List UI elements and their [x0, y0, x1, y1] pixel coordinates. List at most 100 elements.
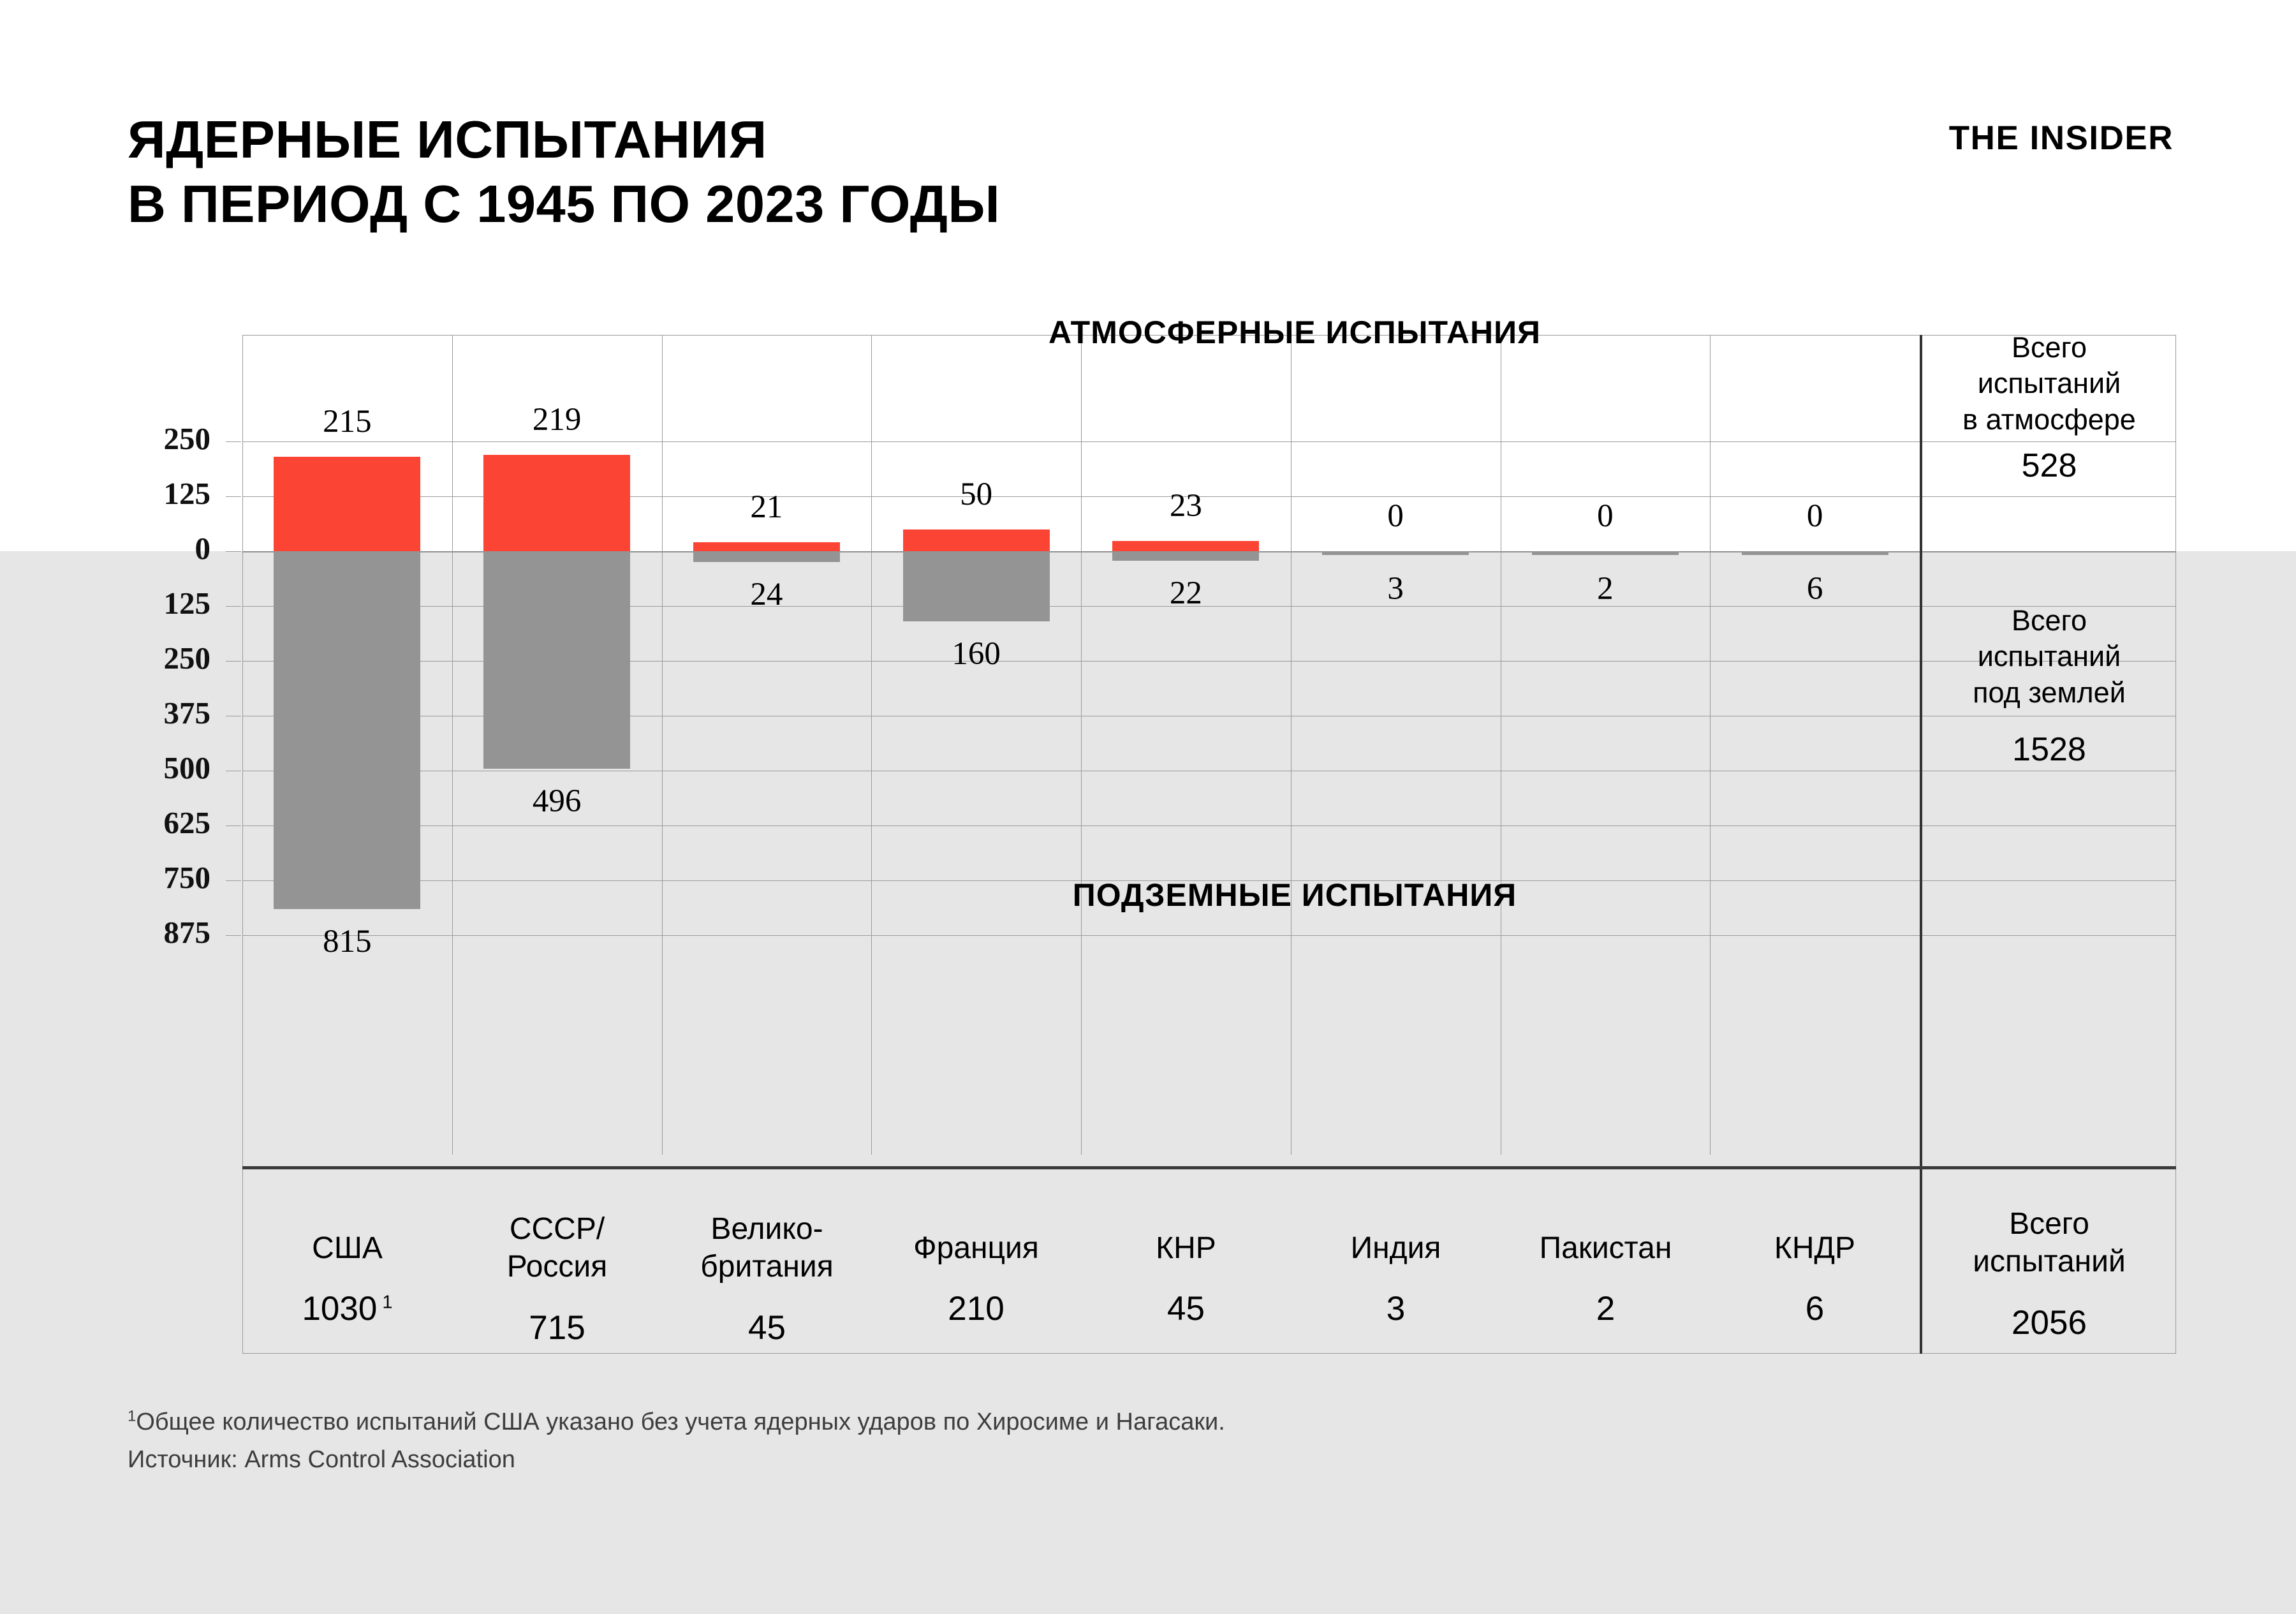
y-axis-tick-500-down: 500	[163, 750, 211, 785]
category-name-2: Велико- британия	[700, 1212, 834, 1284]
category-cell-5: Индия 3	[1291, 1211, 1501, 1328]
category-total-4: 45	[1167, 1289, 1205, 1328]
category-name-1: СССР/ Россия	[506, 1212, 608, 1284]
column-divider-5	[1291, 335, 1292, 1155]
value-label-atmospheric-3: 50	[960, 476, 993, 512]
y-axis-tick-125-up: 125	[163, 476, 211, 511]
gridline-125	[242, 496, 2176, 497]
bar-atmospheric-4	[1112, 541, 1259, 551]
y-axis-tick-0: 0	[195, 531, 211, 566]
value-label-atmospheric-1: 219	[532, 402, 582, 438]
gridline-875	[242, 935, 2176, 936]
column-divider-4	[1081, 335, 1082, 1155]
category-cell-4: КНР 45	[1081, 1211, 1291, 1328]
chart-frame-top	[242, 335, 2176, 336]
section-label-underground: ПОДЗЕМНЫЕ ИСПЫТАНИЯ	[1072, 877, 1517, 913]
bar-underground-6	[1532, 551, 1679, 555]
footnote-1: 1Общее количество испытаний США указано …	[128, 1403, 1913, 1441]
bar-atmospheric-3	[903, 529, 1050, 551]
value-label-underground-5: 3	[1387, 571, 1404, 607]
value-label-atmospheric-4: 23	[1169, 488, 1202, 524]
value-label-underground-1: 496	[532, 783, 582, 820]
bar-underground-1	[483, 551, 630, 769]
page-title: ЯДЕРНЫЕ ИСПЫТАНИЯ В ПЕРИОД С 1945 ПО 202…	[128, 110, 1001, 234]
y-axis-tickmark	[226, 935, 241, 936]
category-cell-7: КНДР 6	[1710, 1211, 1920, 1328]
category-name-0: США	[312, 1231, 383, 1265]
y-axis-tick-250-up: 250	[163, 421, 211, 456]
section-label-atmospheric: АТМОСФЕРНЫЕ ИСПЫТАНИЯ	[1049, 315, 1541, 350]
y-axis-tickmark	[226, 441, 241, 442]
bar-atmospheric-1	[483, 455, 630, 551]
grand-total-cell: Всего испытаний 2056	[1922, 1206, 2176, 1342]
value-label-underground-4: 22	[1169, 575, 1202, 612]
category-name-6: Пакистан	[1539, 1231, 1672, 1265]
brand-logo: THE INSIDER	[1948, 119, 2174, 157]
y-axis-tickmark	[226, 496, 241, 497]
gridline-250	[242, 661, 2176, 662]
total-underground-value: 1528	[2012, 731, 2086, 768]
category-total-6: 2	[1596, 1289, 1615, 1328]
y-axis-tick-750-down: 750	[163, 860, 211, 895]
category-total-1: 715	[529, 1309, 585, 1347]
y-axis-tickmark	[226, 880, 241, 881]
y-axis-tickmark	[226, 551, 241, 552]
value-label-atmospheric-7: 0	[1806, 498, 1823, 534]
category-cell-0: США 1030 1	[242, 1211, 452, 1328]
grand-total-value: 2056	[2012, 1304, 2087, 1342]
total-atmospheric-value: 528	[2021, 447, 2077, 484]
bar-atmospheric-2	[693, 542, 840, 551]
y-axis-tickmark	[226, 661, 241, 662]
y-axis-tickmark	[226, 606, 241, 607]
total-underground-label: Всего испытаний под землей	[1973, 604, 2126, 709]
footnote-ref-marker: 1	[377, 1291, 393, 1312]
chart-area: 215 815 219 496 21 24 50 160 23 22 0 3 0 2 0 6 АТМОСФЕР…	[164, 315, 2176, 1354]
bar-underground-4	[1112, 551, 1259, 561]
value-label-underground-2: 24	[750, 576, 783, 612]
value-label-atmospheric-5: 0	[1387, 498, 1404, 534]
footnote-source: Источник: Arms Control Association	[128, 1446, 515, 1473]
y-axis-tick-875-down: 875	[163, 915, 211, 950]
category-cell-3: Франция 210	[871, 1211, 1081, 1328]
bar-underground-0	[274, 551, 420, 909]
gridline-125	[242, 606, 2176, 607]
category-name-4: КНР	[1156, 1231, 1216, 1265]
footnotes: 1Общее количество испытаний США указано …	[128, 1403, 1913, 1479]
header: ЯДЕРНЫЕ ИСПЫТАНИЯ В ПЕРИОД С 1945 ПО 202…	[0, 0, 2296, 319]
category-cell-6: Пакистан 2	[1501, 1211, 1711, 1328]
category-total-5: 3	[1386, 1289, 1406, 1328]
total-atmospheric-label: Всего испытаний в атмосфере	[1962, 331, 2136, 436]
chart-frame-left	[242, 335, 243, 1354]
category-name-5: Индия	[1350, 1231, 1441, 1265]
value-label-atmospheric-0: 215	[323, 404, 372, 440]
value-label-atmospheric-2: 21	[750, 489, 783, 525]
category-cell-2: Велико- британия 45	[662, 1211, 872, 1347]
category-name-7: КНДР	[1774, 1231, 1856, 1265]
bar-atmospheric-0	[274, 457, 420, 551]
category-total-3: 210	[948, 1289, 1004, 1328]
y-axis-tick-375-down: 375	[163, 695, 211, 730]
column-divider-7	[1710, 335, 1711, 1155]
y-axis-tick-250-down: 250	[163, 640, 211, 676]
value-label-atmospheric-6: 0	[1597, 498, 1614, 534]
y-axis-tick-125-down: 125	[163, 586, 211, 621]
chart-frame-bottom	[242, 1353, 2176, 1354]
category-total-0: 1030 1	[302, 1289, 393, 1328]
value-label-underground-6: 2	[1597, 571, 1614, 607]
y-axis-tick-625-down: 625	[163, 805, 211, 840]
gridline-250	[242, 441, 2176, 442]
bar-underground-5	[1322, 551, 1469, 555]
bar-underground-2	[693, 551, 840, 562]
value-label-underground-7: 6	[1806, 571, 1823, 607]
grand-total-label: Всего испытаний	[1973, 1207, 2126, 1278]
category-total-7: 6	[1805, 1289, 1825, 1328]
footnote-marker: 1	[128, 1407, 136, 1425]
category-cell-1: СССР/ Россия 715	[452, 1211, 662, 1347]
category-total-2: 45	[748, 1309, 786, 1347]
category-row-separator	[242, 1166, 2176, 1169]
chart-frame-right	[2175, 335, 2176, 1354]
value-label-underground-0: 815	[323, 923, 372, 959]
bar-underground-3	[903, 551, 1050, 622]
category-name-3: Франция	[913, 1231, 1039, 1265]
footnote-1-text: Общее количество испытаний США указано б…	[136, 1409, 1225, 1435]
